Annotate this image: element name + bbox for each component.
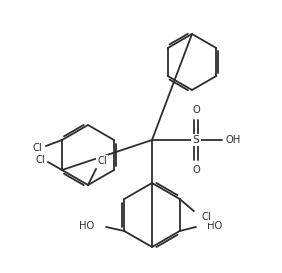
- Text: O: O: [192, 105, 200, 115]
- Text: OH: OH: [225, 135, 240, 145]
- Text: Cl: Cl: [35, 155, 45, 165]
- Text: Cl: Cl: [32, 143, 42, 153]
- Text: O: O: [192, 165, 200, 175]
- Text: Cl: Cl: [202, 212, 212, 222]
- Text: HO: HO: [207, 221, 222, 231]
- Text: HO: HO: [79, 221, 94, 231]
- Text: Cl: Cl: [97, 156, 107, 166]
- Text: S: S: [193, 135, 199, 145]
